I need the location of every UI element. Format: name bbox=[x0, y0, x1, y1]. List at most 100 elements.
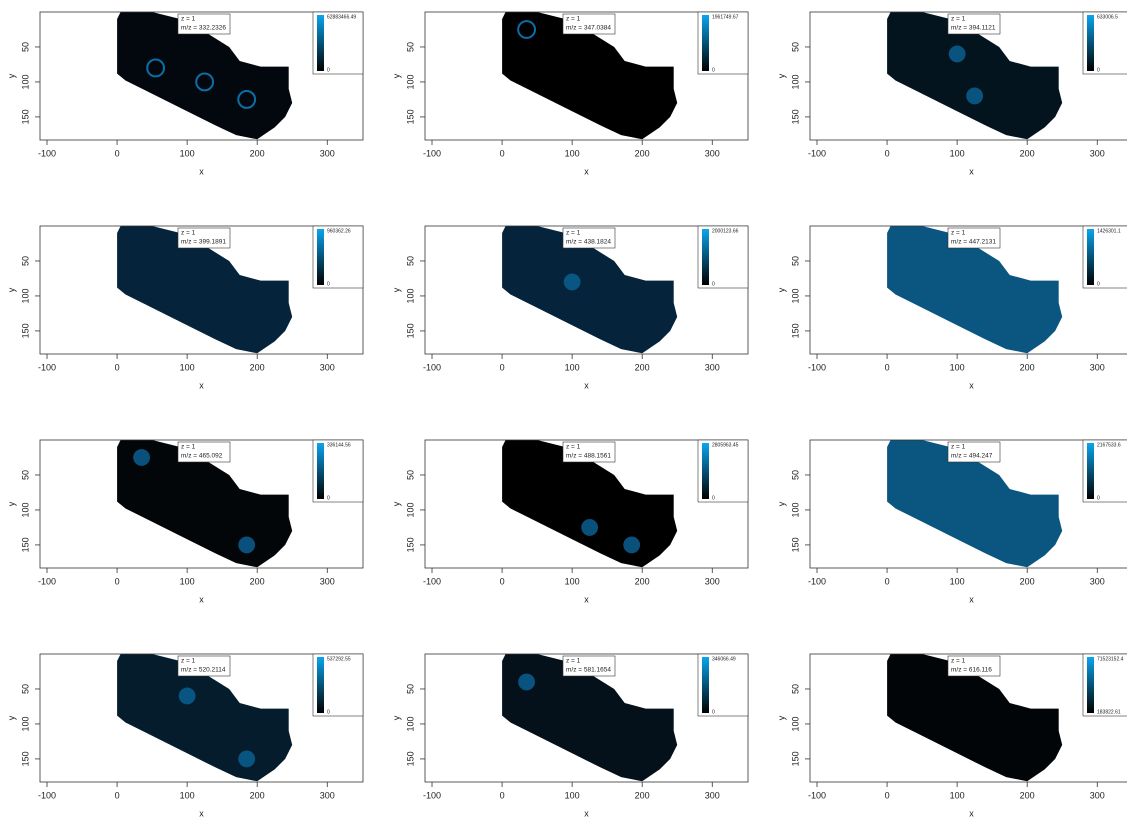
colorbar-label: 537292.55 bbox=[327, 656, 351, 662]
x-tick-label: -100 bbox=[423, 362, 441, 372]
colorbar-label: 2000123.66 bbox=[712, 228, 739, 234]
x-tick-label: 200 bbox=[250, 790, 265, 800]
annotation: z = 1 bbox=[951, 658, 966, 665]
annotation: m/z = 347.0384 bbox=[566, 25, 611, 32]
colorbar bbox=[1087, 229, 1094, 285]
colorbar-label: 71523152.4 bbox=[1097, 656, 1124, 662]
x-axis-label: x bbox=[584, 594, 589, 604]
y-tick-label: 150 bbox=[405, 751, 415, 766]
x-tick-label: 0 bbox=[885, 362, 890, 372]
x-axis-label: x bbox=[584, 380, 589, 390]
x-tick-label: 300 bbox=[320, 362, 335, 372]
y-tick-label: 100 bbox=[20, 288, 30, 303]
y-tick-label: 50 bbox=[20, 42, 30, 52]
y-tick-label: 50 bbox=[405, 470, 415, 480]
feature-spot bbox=[238, 537, 255, 554]
x-tick-label: -100 bbox=[423, 148, 441, 158]
y-axis-label: y bbox=[6, 287, 16, 292]
y-tick-label: 150 bbox=[790, 537, 800, 552]
annotation: m/z = 438.1824 bbox=[566, 239, 611, 246]
colorbar-label: 0 bbox=[327, 281, 330, 287]
x-tick-label: 200 bbox=[250, 148, 265, 158]
feature-spot bbox=[133, 449, 150, 466]
annotation: z = 1 bbox=[181, 16, 196, 23]
y-axis-label: y bbox=[391, 715, 401, 720]
annotation: m/z = 494.247 bbox=[951, 453, 993, 460]
x-tick-label: 100 bbox=[180, 576, 195, 586]
colorbar-label: 0 bbox=[1097, 495, 1100, 501]
y-axis-label: y bbox=[776, 287, 786, 292]
colorbar bbox=[317, 229, 324, 285]
annotation: m/z = 581.1654 bbox=[566, 667, 611, 674]
x-tick-label: 100 bbox=[950, 362, 965, 372]
colorbar-label: 2805963.45 bbox=[712, 442, 739, 448]
y-tick-label: 100 bbox=[405, 502, 415, 517]
x-tick-label: -100 bbox=[808, 576, 826, 586]
y-tick-label: 50 bbox=[405, 684, 415, 694]
x-tick-label: 0 bbox=[885, 790, 890, 800]
x-tick-label: 300 bbox=[320, 576, 335, 586]
colorbar-label: 183822.61 bbox=[1097, 709, 1121, 715]
x-tick-label: 0 bbox=[500, 362, 505, 372]
x-tick-label: -100 bbox=[808, 362, 826, 372]
x-tick-label: 300 bbox=[1090, 576, 1105, 586]
y-tick-label: 50 bbox=[790, 256, 800, 266]
colorbar bbox=[1087, 657, 1094, 713]
x-tick-label: -100 bbox=[38, 148, 56, 158]
panel: -100010020030050100150xyz = 1m/z = 494.2… bbox=[776, 440, 1127, 604]
annotation: z = 1 bbox=[566, 444, 581, 451]
y-tick-label: 150 bbox=[20, 109, 30, 124]
y-tick-label: 150 bbox=[20, 751, 30, 766]
x-axis-label: x bbox=[584, 166, 589, 176]
x-tick-label: 100 bbox=[950, 148, 965, 158]
annotation: z = 1 bbox=[951, 16, 966, 23]
x-axis-label: x bbox=[199, 808, 204, 818]
colorbar-label: 346066.49 bbox=[712, 656, 736, 662]
x-axis-label: x bbox=[199, 380, 204, 390]
colorbar-label: 0 bbox=[1097, 281, 1100, 287]
colorbar bbox=[317, 657, 324, 713]
annotation: m/z = 447.2131 bbox=[951, 239, 996, 246]
x-tick-label: -100 bbox=[808, 790, 826, 800]
colorbar-label: 1961749.67 bbox=[712, 14, 739, 20]
colorbar bbox=[702, 657, 709, 713]
colorbar bbox=[702, 443, 709, 499]
colorbar-label: 0 bbox=[712, 709, 715, 715]
colorbar-label: 0 bbox=[712, 67, 715, 73]
colorbar bbox=[702, 15, 709, 71]
x-tick-label: -100 bbox=[38, 576, 56, 586]
x-tick-label: 300 bbox=[1090, 790, 1105, 800]
x-axis-label: x bbox=[969, 808, 974, 818]
x-tick-label: 300 bbox=[705, 790, 720, 800]
x-tick-label: 0 bbox=[885, 576, 890, 586]
panel: -100010020030050100150xyz = 1m/z = 394.1… bbox=[776, 12, 1127, 176]
y-axis-label: y bbox=[6, 715, 16, 720]
x-tick-label: 0 bbox=[885, 148, 890, 158]
x-axis-label: x bbox=[969, 594, 974, 604]
y-tick-label: 100 bbox=[790, 74, 800, 89]
annotation: z = 1 bbox=[566, 658, 581, 665]
x-tick-label: 100 bbox=[565, 362, 580, 372]
colorbar bbox=[1087, 443, 1094, 499]
x-tick-label: 200 bbox=[1020, 362, 1035, 372]
annotation: m/z = 520.2114 bbox=[181, 667, 226, 674]
colorbar-label: 0 bbox=[327, 495, 330, 501]
x-tick-label: 200 bbox=[250, 362, 265, 372]
annotation: z = 1 bbox=[181, 444, 196, 451]
feature-spot bbox=[564, 274, 581, 291]
x-axis-label: x bbox=[584, 808, 589, 818]
y-axis-label: y bbox=[6, 501, 16, 506]
y-axis-label: y bbox=[6, 73, 16, 78]
x-axis-label: x bbox=[969, 166, 974, 176]
annotation: m/z = 394.1121 bbox=[951, 25, 996, 32]
x-tick-label: 200 bbox=[1020, 148, 1035, 158]
colorbar-label: 336144.56 bbox=[327, 442, 351, 448]
x-tick-label: 300 bbox=[705, 576, 720, 586]
x-tick-label: 0 bbox=[500, 790, 505, 800]
x-axis-label: x bbox=[199, 166, 204, 176]
annotation: z = 1 bbox=[566, 16, 581, 23]
annotation: m/z = 399.1891 bbox=[181, 239, 226, 246]
y-tick-label: 150 bbox=[405, 109, 415, 124]
